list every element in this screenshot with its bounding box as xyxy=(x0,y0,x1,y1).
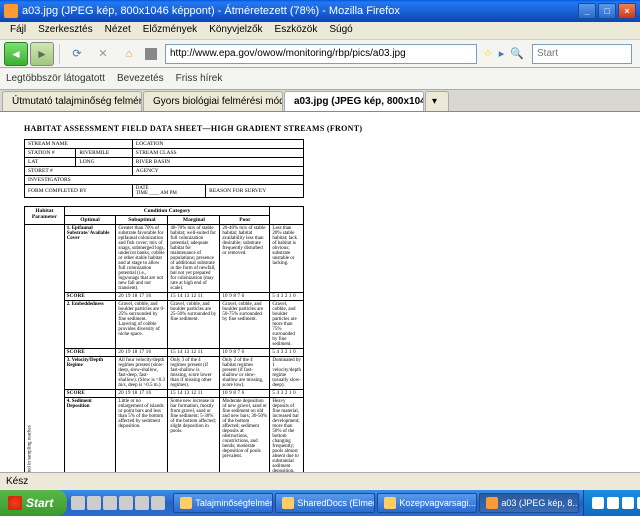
bookmark-news[interactable]: Friss hírek xyxy=(176,73,223,84)
back-button[interactable]: ◄ xyxy=(4,42,28,66)
status-text: Kész xyxy=(6,476,28,487)
tab-label: Gyors biológiai felmérési módszer prot..… xyxy=(153,96,283,107)
system-tray: 14:09 xyxy=(583,490,640,516)
menu-tools[interactable]: Eszközök xyxy=(269,22,324,39)
home-button[interactable]: ⌂ xyxy=(117,42,141,66)
statusbar: Kész xyxy=(0,472,640,490)
menu-help[interactable]: Súgó xyxy=(323,22,358,39)
menubar: Fájl Szerkesztés Nézet Előzmények Könyvj… xyxy=(0,22,640,40)
taskbar: Start Talajminőségfelmér... SharedDocs (… xyxy=(0,490,640,516)
search-input[interactable] xyxy=(532,44,632,64)
close-button[interactable]: × xyxy=(618,3,636,19)
windows-icon xyxy=(8,496,22,510)
firefox-icon xyxy=(4,4,18,18)
document-title: HABITAT ASSESSMENT FIELD DATA SHEET—HIGH… xyxy=(24,124,616,133)
header-table: STREAM NAMELOCATION STATION #RIVERMILEST… xyxy=(24,139,304,198)
titlebar: a03.jpg (JPEG kép, 800x1046 képpont) - Á… xyxy=(0,0,640,22)
menu-view[interactable]: Nézet xyxy=(99,22,137,39)
tray-icon[interactable] xyxy=(622,497,634,509)
bookmark-intro[interactable]: Bevezetés xyxy=(117,73,164,84)
content-area: HABITAT ASSESSMENT FIELD DATA SHEET—HIGH… xyxy=(0,112,640,472)
window-title: a03.jpg (JPEG kép, 800x1046 képpont) - Á… xyxy=(22,5,578,17)
google-icon: 🔍 xyxy=(510,47,524,60)
ql-icon[interactable] xyxy=(87,496,101,510)
maximize-button[interactable]: □ xyxy=(598,3,616,19)
tab-label: Útmutató talajminőség felméréséhez m... xyxy=(12,96,142,107)
task-button[interactable]: SharedDocs (Elment... xyxy=(275,493,375,513)
bookmark-mostvisited[interactable]: Legtöbbször látogatott xyxy=(6,73,105,84)
tab-label: a03.jpg (JPEG kép, 800x1046 kép... xyxy=(294,96,424,107)
folder-icon xyxy=(384,497,396,509)
url-input[interactable] xyxy=(165,44,477,64)
forward-button[interactable]: ► xyxy=(30,42,54,66)
tray-icon[interactable] xyxy=(607,497,619,509)
quick-launch xyxy=(67,496,169,510)
star-icon[interactable]: ☆ xyxy=(483,47,493,60)
tray-icon[interactable] xyxy=(592,497,604,509)
task-button[interactable]: Talajminőségfelmér... xyxy=(173,493,273,513)
tab-new[interactable]: ▾ xyxy=(425,91,449,111)
tabbar: Útmutató talajminőség felméréséhez m...×… xyxy=(0,90,640,112)
folder-icon xyxy=(180,497,192,509)
folder-icon xyxy=(282,497,294,509)
page-icon xyxy=(145,48,157,60)
minimize-button[interactable]: _ xyxy=(578,3,596,19)
task-button-active[interactable]: a03 (JPEG kép, 8... xyxy=(479,493,579,513)
ql-icon[interactable] xyxy=(103,496,117,510)
menu-history[interactable]: Előzmények xyxy=(137,22,203,39)
reload-button[interactable]: ⟳ xyxy=(65,42,89,66)
ql-icon[interactable] xyxy=(119,496,133,510)
tab-2[interactable]: Gyors biológiai felmérési módszer prot..… xyxy=(143,91,283,111)
nav-toolbar: ◄ ► ⟳ ✕ ⌂ ☆ ▸ 🔍 xyxy=(0,40,640,68)
tab-3-active[interactable]: a03.jpg (JPEG kép, 800x1046 kép...× xyxy=(284,91,424,111)
task-button[interactable]: Kozepvagvarsagi... xyxy=(377,493,477,513)
menu-file[interactable]: Fájl xyxy=(4,22,32,39)
stop-button[interactable]: ✕ xyxy=(91,42,115,66)
ql-icon[interactable] xyxy=(135,496,149,510)
menu-bookmarks[interactable]: Könyvjelzők xyxy=(203,22,268,39)
go-icon[interactable]: ▸ xyxy=(499,47,505,60)
tab-1[interactable]: Útmutató talajminőség felméréséhez m...× xyxy=(2,91,142,111)
assessment-table: Habitat ParameterCondition Category Opti… xyxy=(24,206,304,472)
bookmarks-bar: Legtöbbször látogatott Bevezetés Friss h… xyxy=(0,68,640,90)
ql-icon[interactable] xyxy=(151,496,165,510)
ql-icon[interactable] xyxy=(71,496,85,510)
firefox-icon xyxy=(486,497,498,509)
start-button[interactable]: Start xyxy=(0,490,67,516)
chevron-down-icon: ▾ xyxy=(432,96,437,107)
menu-edit[interactable]: Szerkesztés xyxy=(32,22,98,39)
